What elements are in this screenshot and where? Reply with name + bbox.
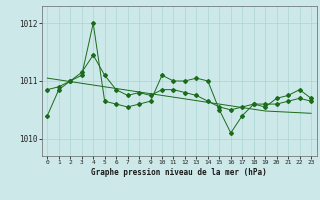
X-axis label: Graphe pression niveau de la mer (hPa): Graphe pression niveau de la mer (hPa) bbox=[91, 168, 267, 177]
